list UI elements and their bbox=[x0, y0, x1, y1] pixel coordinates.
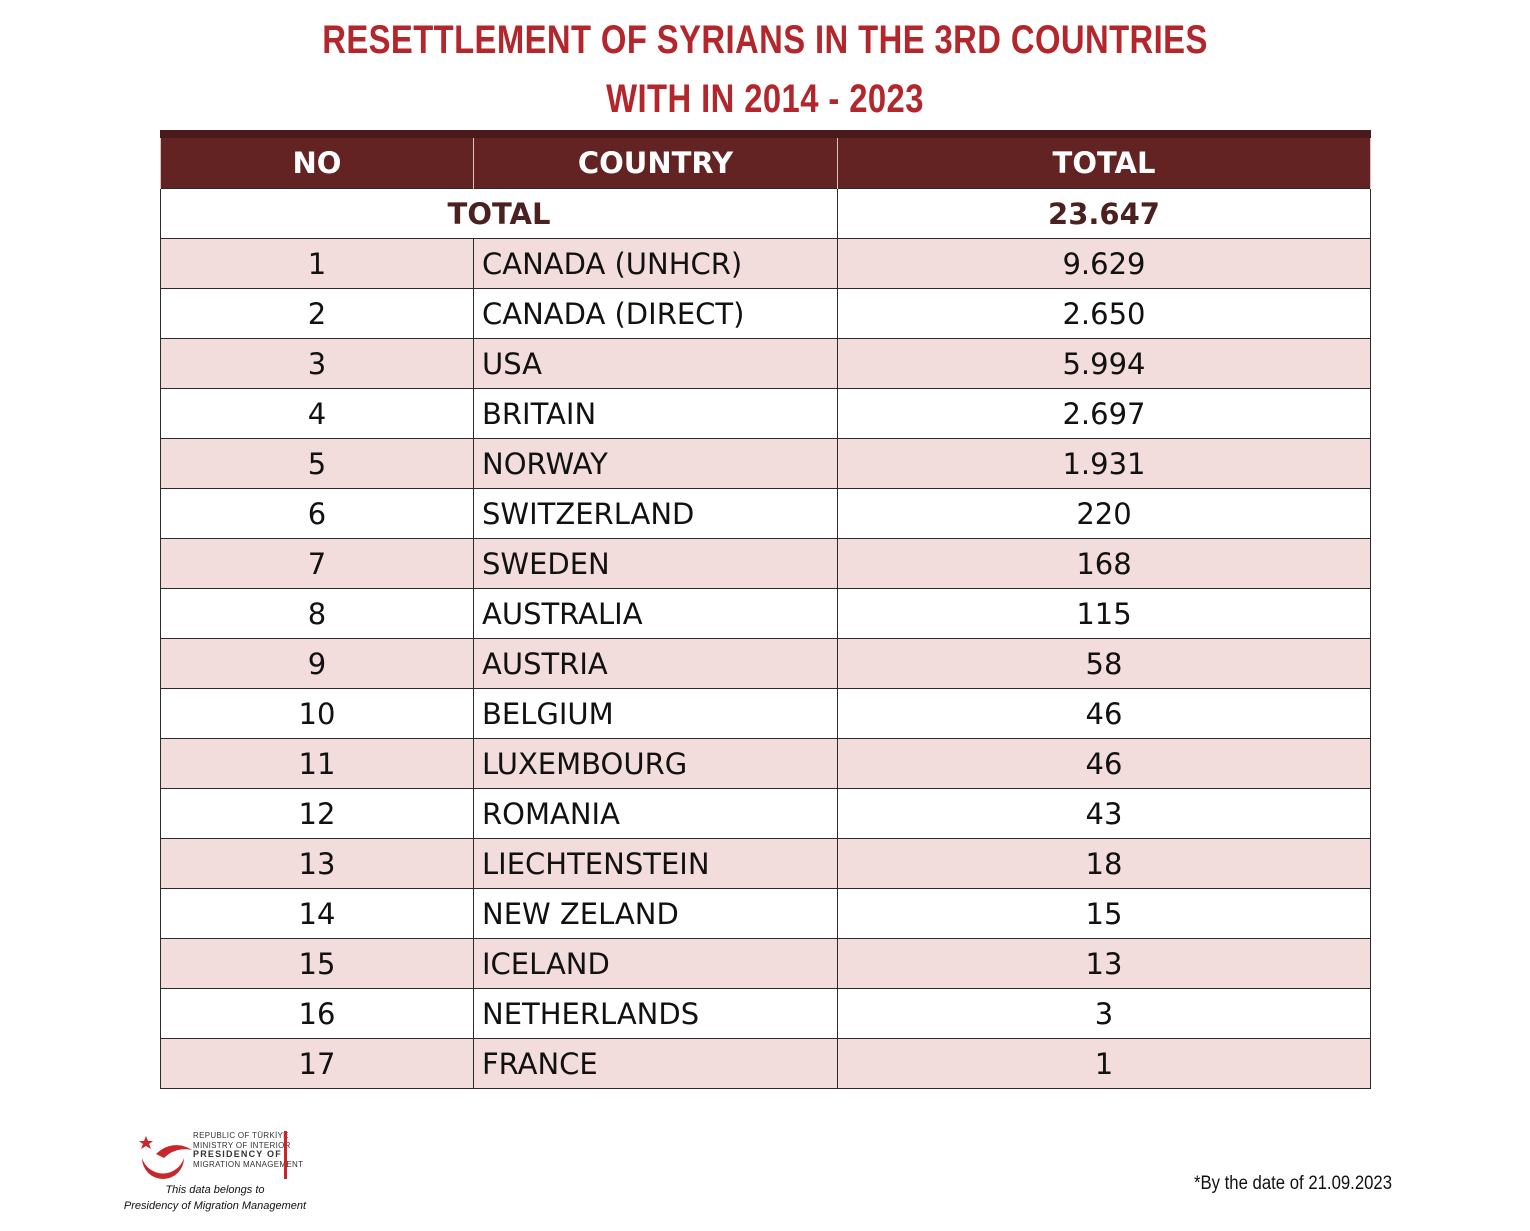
row-no: 12 bbox=[160, 788, 474, 839]
row-no: 9 bbox=[160, 638, 474, 689]
header-no: NO bbox=[160, 130, 474, 189]
row-country: NORWAY bbox=[473, 438, 838, 489]
row-no: 5 bbox=[160, 438, 474, 489]
row-no: 11 bbox=[160, 738, 474, 789]
row-country: BELGIUM bbox=[473, 688, 838, 739]
row-no: 16 bbox=[160, 988, 474, 1039]
logo-accent-bar bbox=[284, 1131, 287, 1179]
header-total: TOTAL bbox=[837, 130, 1371, 189]
table-row: 13 LIECHTENSTEIN 18 bbox=[160, 838, 1371, 889]
row-total: 58 bbox=[837, 638, 1371, 689]
row-country: BRITAIN bbox=[473, 388, 838, 439]
row-total: 9.629 bbox=[837, 238, 1371, 289]
table-body: TOTAL 23.647 1 CANADA (UNHCR) 9.629 2 CANADA… bbox=[160, 188, 1371, 1089]
header-country: COUNTRY bbox=[473, 130, 838, 189]
row-country: SWEDEN bbox=[473, 538, 838, 589]
row-country: CANADA (UNHCR) bbox=[473, 238, 838, 289]
row-country: LUXEMBOURG bbox=[473, 738, 838, 789]
row-total: 2.697 bbox=[837, 388, 1371, 439]
row-no: 10 bbox=[160, 688, 474, 739]
table-row: 1 CANADA (UNHCR) 9.629 bbox=[160, 238, 1371, 289]
row-total: 115 bbox=[837, 588, 1371, 639]
table-row: 11 LUXEMBOURG 46 bbox=[160, 738, 1371, 789]
row-total: 3 bbox=[837, 988, 1371, 1039]
row-country: AUSTRIA bbox=[473, 638, 838, 689]
row-no: 2 bbox=[160, 288, 474, 339]
row-country: AUSTRALIA bbox=[473, 588, 838, 639]
row-total: 18 bbox=[837, 838, 1371, 889]
total-label: TOTAL bbox=[160, 188, 838, 239]
logo-line-4: MIGRATION MANAGEMENT bbox=[193, 1159, 304, 1169]
table-row: 4 BRITAIN 2.697 bbox=[160, 388, 1371, 439]
row-country: USA bbox=[473, 338, 838, 389]
row-no: 3 bbox=[160, 338, 474, 389]
row-country: ICELAND bbox=[473, 938, 838, 989]
row-no: 8 bbox=[160, 588, 474, 639]
row-no: 15 bbox=[160, 938, 474, 989]
caption-line-2: Presidency of Migration Management bbox=[123, 1200, 307, 1212]
row-country: ROMANIA bbox=[473, 788, 838, 839]
table-row: 17 FRANCE 1 bbox=[160, 1038, 1371, 1089]
logo-text: REPUBLIC OF TÜRKİYE MINISTRY OF INTERIOR… bbox=[193, 1131, 303, 1169]
total-row: TOTAL 23.647 bbox=[160, 188, 1371, 239]
row-no: 14 bbox=[160, 888, 474, 939]
row-total: 1.931 bbox=[837, 438, 1371, 489]
table-row: 5 NORWAY 1.931 bbox=[160, 438, 1371, 489]
row-country: CANADA (DIRECT) bbox=[473, 288, 838, 339]
logo-line-2: MINISTRY OF INTERIOR bbox=[193, 1140, 291, 1150]
resettlement-table: NO COUNTRY TOTAL TOTAL 23.647 1 CANADA (U… bbox=[160, 130, 1371, 1089]
table-row: 2 CANADA (DIRECT) 2.650 bbox=[160, 288, 1371, 339]
caption-line-1: This data belongs to bbox=[165, 1184, 265, 1196]
row-country: NEW ZELAND bbox=[473, 888, 838, 939]
table-header-row: NO COUNTRY TOTAL bbox=[160, 130, 1371, 189]
table-row: 12 ROMANIA 43 bbox=[160, 788, 1371, 839]
row-no: 13 bbox=[160, 838, 474, 889]
table-row: 9 AUSTRIA 58 bbox=[160, 638, 1371, 689]
row-total: 168 bbox=[837, 538, 1371, 589]
logo-line-1: REPUBLIC OF TÜRKİYE bbox=[193, 1131, 289, 1140]
row-country: SWITZERLAND bbox=[473, 488, 838, 539]
page-title-line-2: WITH IN 2014 - 2023 bbox=[606, 77, 924, 121]
ministry-logo-icon bbox=[139, 1136, 192, 1179]
table-row: 7 SWEDEN 168 bbox=[160, 538, 1371, 589]
logo-line-3: PRESIDENCY OF bbox=[193, 1149, 282, 1159]
row-total: 15 bbox=[837, 888, 1371, 939]
table-row: 16 NETHERLANDS 3 bbox=[160, 988, 1371, 1039]
row-no: 7 bbox=[160, 538, 474, 589]
row-total: 2.650 bbox=[837, 288, 1371, 339]
page-title-line-1: RESETTLEMENT OF SYRIANS IN THE 3RD COUNT… bbox=[322, 18, 1208, 62]
table-row: 8 AUSTRALIA 115 bbox=[160, 588, 1371, 639]
row-total: 43 bbox=[837, 788, 1371, 839]
table-row: 15 ICELAND 13 bbox=[160, 938, 1371, 989]
row-no: 6 bbox=[160, 488, 474, 539]
row-no: 1 bbox=[160, 238, 474, 289]
table-row: 3 USA 5.994 bbox=[160, 338, 1371, 389]
row-total: 5.994 bbox=[837, 338, 1371, 389]
row-total: 13 bbox=[837, 938, 1371, 989]
table-row: 6 SWITZERLAND 220 bbox=[160, 488, 1371, 539]
row-no: 4 bbox=[160, 388, 474, 439]
row-total: 1 bbox=[837, 1038, 1371, 1089]
row-country: NETHERLANDS bbox=[473, 988, 838, 1039]
row-total: 46 bbox=[837, 688, 1371, 739]
row-no: 17 bbox=[160, 1038, 474, 1089]
row-total: 220 bbox=[837, 488, 1371, 539]
row-country: LIECHTENSTEIN bbox=[473, 838, 838, 889]
row-country: FRANCE bbox=[473, 1038, 838, 1089]
total-value: 23.647 bbox=[837, 188, 1371, 239]
table-row: 14 NEW ZELAND 15 bbox=[160, 888, 1371, 939]
date-footnote: *By the date of 21.09.2023 bbox=[1193, 1173, 1392, 1194]
table-row: 10 BELGIUM 46 bbox=[160, 688, 1371, 739]
row-total: 46 bbox=[837, 738, 1371, 789]
